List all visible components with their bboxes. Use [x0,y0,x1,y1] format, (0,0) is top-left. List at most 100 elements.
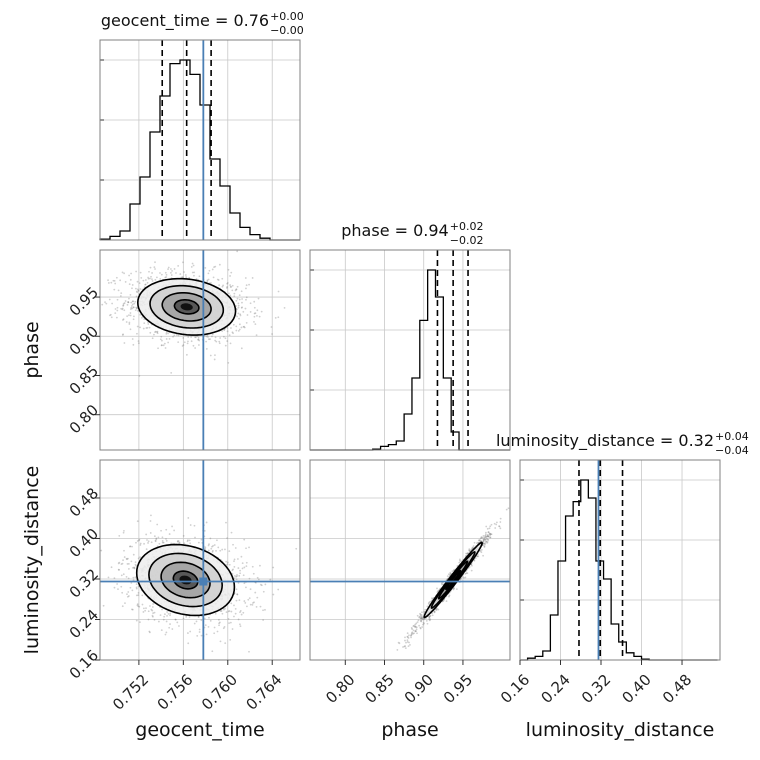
sample-point [129,328,132,331]
sample-point [181,345,184,347]
sample-point [244,277,247,279]
sample-point [153,333,155,336]
sample-point [238,294,241,297]
sample-point [160,273,163,276]
sample-point [420,617,422,620]
sample-point [482,535,485,537]
sample-point [171,628,174,630]
sample-point [190,340,193,343]
sample-point [129,314,132,317]
sample-point [239,623,241,626]
sample-point [136,280,139,283]
sample-point [108,314,111,317]
sample-point [207,338,210,341]
sample-point [113,577,116,580]
sample-point [490,523,493,526]
sample-point [483,538,486,541]
sample-point [271,333,273,335]
sample-point [230,286,233,288]
sample-point [147,618,150,621]
sample-point [165,331,168,334]
sample-point [226,537,229,540]
sample-point [499,517,502,520]
panel-inner [100,250,300,450]
sample-point [248,577,251,580]
sample-point [182,337,185,339]
sample-point [411,628,414,630]
sample-point [131,284,134,286]
sample-point [412,632,414,635]
sample-point [178,542,181,545]
sample-point [253,312,256,315]
sample-point [419,613,422,616]
sample-point [162,541,165,544]
sample-point [498,525,500,528]
sample-point [208,543,210,546]
sample-point [410,632,413,635]
sample-point [131,589,134,592]
title-minus: −0.04 [715,444,749,457]
sample-point [155,537,158,540]
sample-point [453,569,455,572]
sample-point [239,313,242,316]
sample-point [123,302,126,304]
sample-point [137,591,140,594]
sample-point [190,336,193,338]
sample-point [451,570,454,573]
sample-point [160,529,162,532]
sample-point [482,544,484,547]
sample-point [151,278,153,281]
sample-point [214,339,217,342]
sample-point [269,578,272,581]
sample-point [129,545,132,548]
sample-point [205,340,208,343]
sample-point [130,301,133,304]
sample-point [229,621,232,624]
sample-point [197,338,200,341]
sample-point [231,628,234,630]
sample-point [165,338,168,340]
sample-point [211,650,214,653]
sample-point [186,540,189,543]
sample-point [245,298,247,301]
sample-point [408,634,410,637]
sample-point [485,536,487,539]
sample-point [241,562,244,565]
sample-point [176,540,179,543]
sample-point [485,540,487,543]
sample-point [216,539,218,542]
sample-point [482,538,485,541]
sample-point [245,321,248,324]
sample-point [259,583,262,586]
sample-point [161,339,163,342]
sample-point [448,595,450,598]
sample-point [425,619,428,622]
sample-point [421,615,423,618]
sample-point [235,588,238,591]
sample-point [135,541,137,544]
sample-point [207,336,209,338]
sample-point [198,628,201,631]
sample-point [151,337,154,340]
sample-point [198,631,201,633]
sample-point [151,614,154,617]
sample-point [421,611,423,614]
sample-point [109,313,112,316]
sample-point [160,629,163,632]
sample-point [174,618,177,621]
sample-point [152,603,155,605]
sample-point [224,642,227,645]
sample-point [149,331,152,334]
sample-point [221,612,224,615]
sample-point [117,562,120,565]
sample-point [168,626,171,629]
title-plus: +0.02 [450,220,484,233]
sample-point [237,306,240,309]
sample-point [118,561,121,564]
sample-point [131,338,134,340]
sample-point [421,618,424,621]
sample-point [452,587,455,590]
sample-point [225,560,228,563]
sample-point [122,305,125,307]
